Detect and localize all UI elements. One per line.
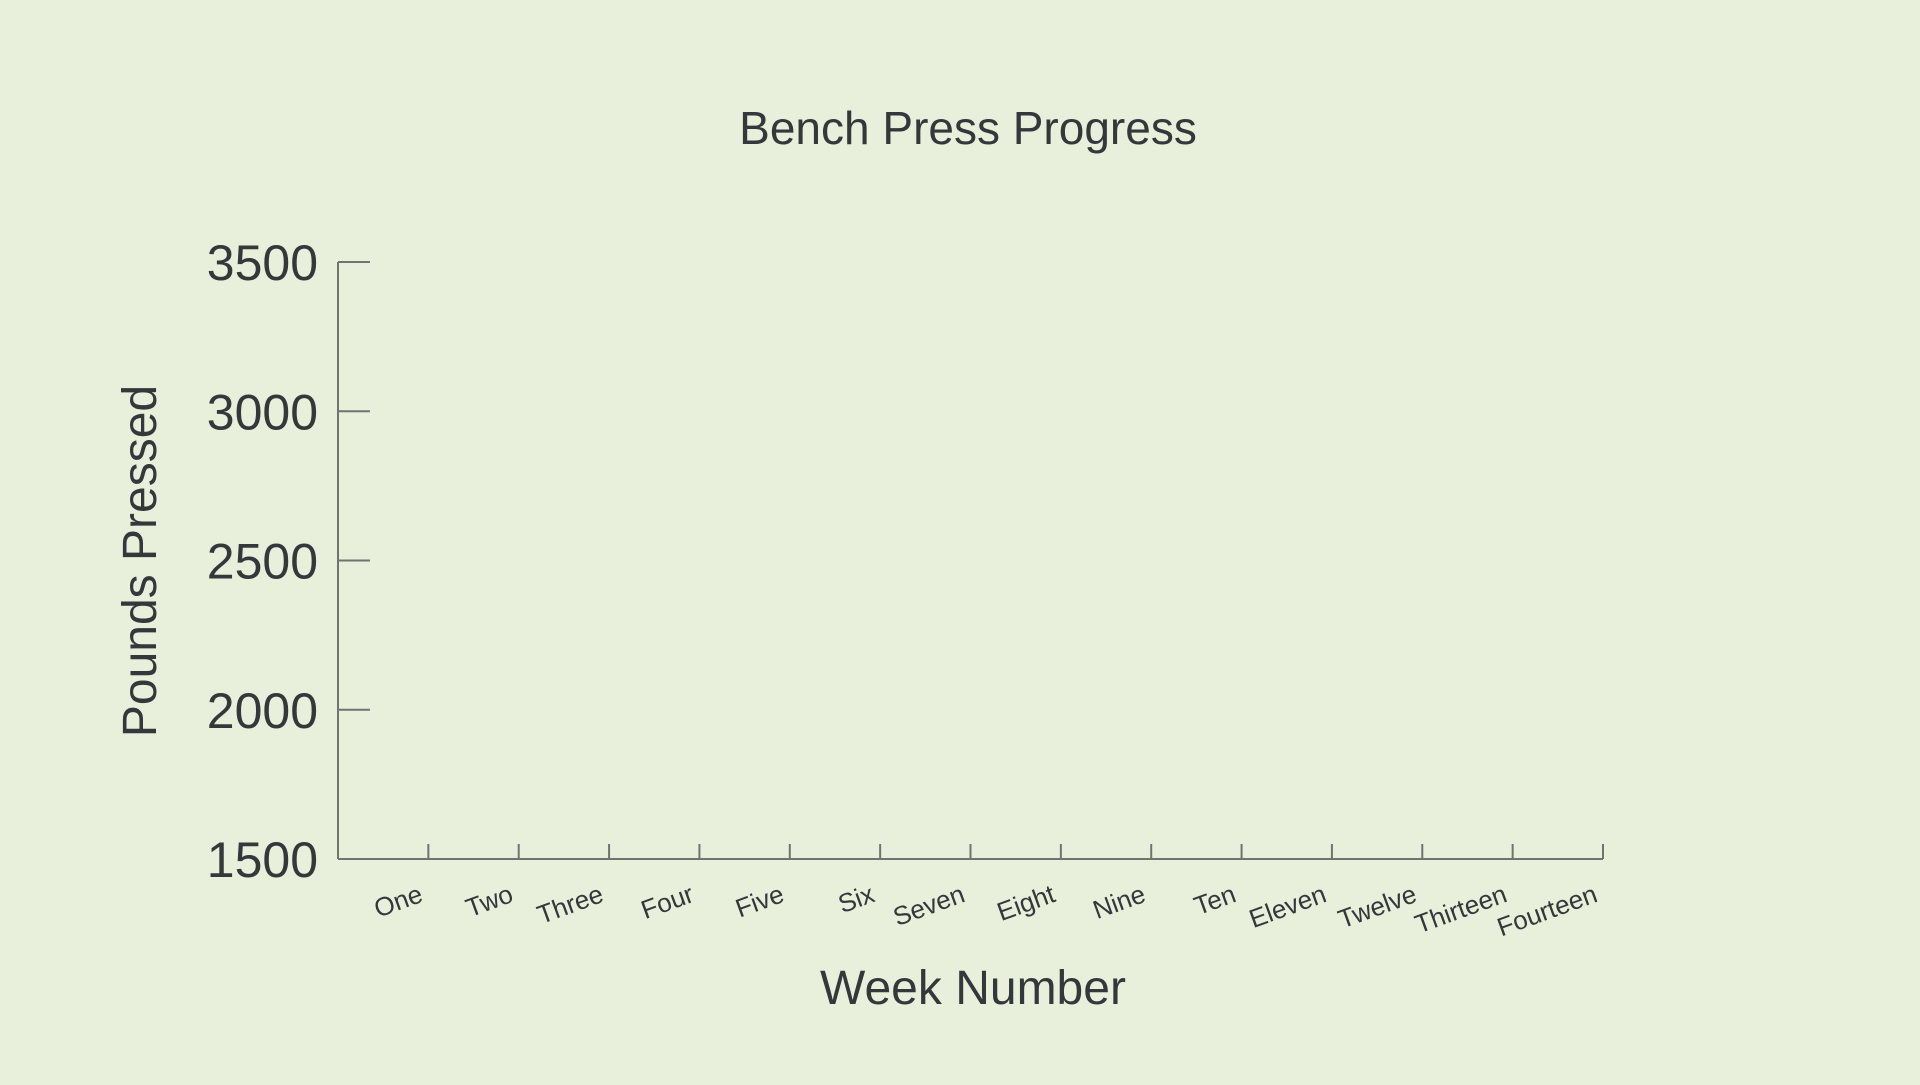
y-tick-label: 2000 <box>207 683 318 739</box>
y-tick-label: 2500 <box>207 534 318 590</box>
x-tick-label: Ten <box>1190 878 1240 921</box>
chart-title: Bench Press Progress <box>739 102 1197 154</box>
x-tick-label: Five <box>731 878 787 923</box>
x-tick-label: Thirteen <box>1411 878 1511 939</box>
x-tick-label: Four <box>637 878 698 925</box>
x-tick-label: Three <box>533 878 607 929</box>
y-axis-title: Pounds Pressed <box>114 385 167 737</box>
x-tick-label: Eight <box>993 878 1060 927</box>
x-tick-label: Twelve <box>1334 878 1420 934</box>
y-tick-label: 1500 <box>207 832 318 888</box>
axes <box>337 262 1603 860</box>
x-tick-label: Two <box>462 878 517 923</box>
x-tick-label: One <box>370 878 426 923</box>
y-axis-ticks: 1500 2000 2500 3000 3500 <box>207 235 370 888</box>
y-tick-label: 3500 <box>207 235 318 291</box>
x-tick-label: Six <box>834 878 878 919</box>
x-tick-label: Seven <box>889 878 969 931</box>
y-tick-label: 3000 <box>207 384 318 440</box>
x-tick-label: Nine <box>1089 878 1150 924</box>
x-tick-label: Eleven <box>1245 878 1330 933</box>
x-axis-title: Week Number <box>820 962 1126 1015</box>
x-tick-label: Fourteen <box>1493 878 1601 942</box>
